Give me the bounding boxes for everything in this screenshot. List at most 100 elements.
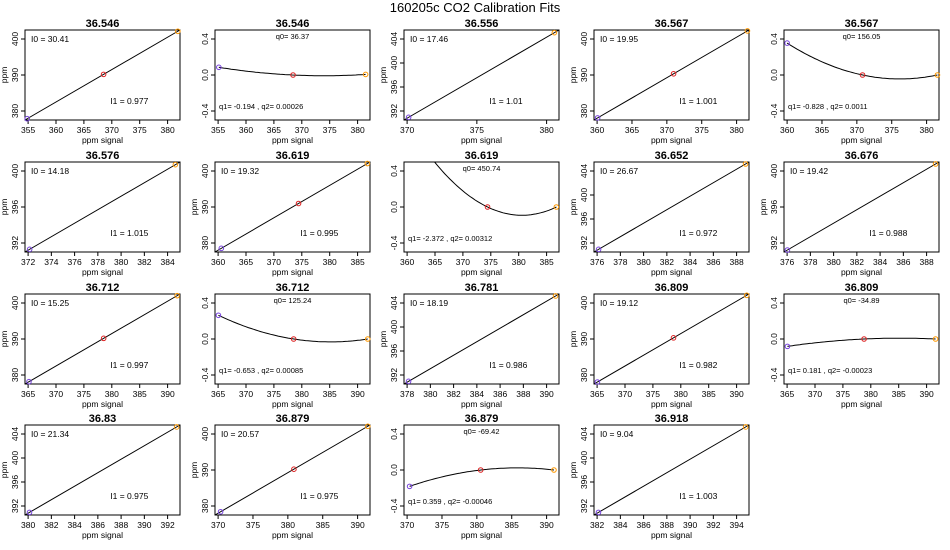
y-tick-label: 0.4: [200, 33, 210, 45]
calibration-panel: 36.809 365 370 375 380 385 390 -0.4 0.0 0.4 ppm si…: [769, 282, 940, 409]
residual-point: [362, 71, 369, 78]
x-tick-label: 385: [351, 257, 365, 267]
x-tick-label: 390: [920, 389, 934, 399]
x-tick-label: 365: [780, 389, 794, 399]
x-tick-label: 390: [161, 389, 175, 399]
plot-frame: [593, 161, 750, 253]
x-tick-label: 380: [470, 520, 484, 530]
residual-point: [484, 204, 491, 210]
y-tick-label: -0.4: [200, 367, 210, 382]
residual-curve: [409, 467, 555, 487]
x-tick-label: 380: [114, 257, 128, 267]
y-tick-label: 400: [200, 164, 210, 178]
x-axis-label: ppm signal: [272, 530, 313, 540]
fit-line: [593, 424, 750, 516]
fit-line: [214, 424, 371, 516]
x-tick-label: 378: [400, 389, 414, 399]
x-tick-label: 390: [683, 520, 697, 530]
q0-annotation: q0= 36.37: [276, 32, 310, 41]
y-tick-label: 0.0: [200, 69, 210, 81]
slope-annotation: I1 = 0.977: [110, 96, 148, 106]
x-tick-label: 375: [323, 125, 337, 135]
calibration-panel: 36.567 360 365 370 375 380 -0.4 0.0 0.4 ppm signa…: [769, 18, 941, 145]
fit-line: [24, 424, 181, 516]
slope-annotation: I1 = 0.988: [869, 228, 907, 238]
x-tick-label: 360: [49, 125, 63, 135]
standard-point: [26, 509, 33, 516]
y-tick-label: 392: [389, 104, 399, 118]
standard-point: [173, 424, 180, 430]
x-tick-label: 375: [646, 389, 660, 399]
y-axis-label: ppm: [189, 199, 199, 216]
y-tick-label: 404: [10, 427, 20, 441]
q-coefficients-annotation: q1= 0.181 , q2= -0.00023: [788, 366, 872, 375]
calibration-panel: 36.619 360 365 370 375 380 385 -0.4 0.0 0.4 ppm si…: [389, 150, 560, 277]
slope-annotation: I1 = 1.003: [679, 491, 717, 501]
y-tick-label: 0.0: [389, 464, 399, 476]
panel-title: 36.546: [276, 18, 310, 30]
x-tick-label: 375: [885, 125, 899, 135]
x-tick-label: 388: [516, 389, 530, 399]
x-tick-label: 375: [295, 257, 309, 267]
x-axis-label: ppm signal: [841, 135, 882, 145]
fit-line: [783, 161, 940, 253]
standard-point: [26, 378, 32, 385]
y-tick-label: 392: [579, 236, 589, 250]
standard-point: [744, 28, 751, 34]
fit-line: [24, 29, 181, 121]
y-axis-label: ppm: [378, 331, 388, 348]
x-tick-label: 365: [428, 257, 442, 267]
x-tick-label: 365: [21, 389, 35, 399]
fit-line: [24, 293, 181, 385]
x-tick-label: 375: [695, 125, 709, 135]
calibration-panel: 36.546 355 360 365 370 375 380 380 390 400 ppm sig…: [0, 18, 181, 145]
y-tick-label: 392: [769, 236, 779, 250]
x-tick-label: 376: [68, 257, 82, 267]
x-tick-label: 370: [808, 389, 822, 399]
x-axis-label: ppm signal: [841, 267, 882, 277]
panel-title: 36.712: [86, 282, 120, 294]
residual-point: [551, 467, 557, 473]
x-tick-label: 360: [239, 125, 253, 135]
x-tick-label: 365: [267, 125, 281, 135]
calibration-panel: 36.712 365 370 375 380 385 390 -0.4 0.0 0.4 ppm si…: [200, 282, 371, 409]
panel-title: 36.567: [655, 18, 689, 30]
x-tick-label: 394: [730, 520, 744, 530]
calibration-panel: 36.879 370 375 380 385 390 -0.4 0.0 0.4 ppm signa…: [389, 413, 560, 540]
x-tick-label: 370: [49, 389, 63, 399]
intercept-annotation: I0 = 19.95: [600, 34, 638, 44]
residual-point: [216, 64, 222, 71]
x-tick-label: 370: [211, 520, 225, 530]
x-tick-label: 370: [400, 125, 414, 135]
y-tick-label: 400: [10, 164, 20, 178]
panel-title: 36.576: [86, 150, 120, 162]
y-tick-label: 400: [579, 296, 589, 310]
x-tick-label: 375: [435, 520, 449, 530]
standard-point: [670, 70, 677, 77]
x-tick-label: 370: [400, 520, 414, 530]
y-tick-label: -0.4: [389, 235, 399, 250]
calibration-panel: 36.781 378 380 382 384 386 388 390 392 396 400 404 p…: [378, 282, 560, 409]
plot-frame: [24, 424, 181, 516]
y-axis-label: ppm: [0, 67, 9, 84]
x-tick-label: 380: [161, 125, 175, 135]
x-tick-label: 386: [91, 520, 105, 530]
y-axis-label: ppm: [568, 67, 578, 84]
residual-point: [406, 483, 413, 490]
x-tick-label: 365: [77, 125, 91, 135]
x-tick-label: 380: [827, 257, 841, 267]
standard-point: [742, 424, 749, 430]
y-axis-label: ppm: [0, 331, 9, 348]
y-tick-label: 390: [579, 68, 589, 82]
standard-point: [670, 335, 677, 341]
y-tick-label: 400: [579, 188, 589, 202]
x-tick-label: 385: [323, 389, 337, 399]
x-tick-label: 384: [470, 389, 484, 399]
residual-point: [477, 467, 484, 473]
slope-annotation: I1 = 0.986: [489, 360, 527, 370]
x-tick-label: 355: [211, 125, 225, 135]
x-tick-label: 378: [613, 257, 627, 267]
calibration-panel: 36.809 365 370 375 380 385 390 380 390 400 ppm sig…: [568, 282, 750, 409]
x-axis-label: ppm signal: [461, 135, 502, 145]
calibration-panel: 36.576 372 374 376 378 380 382 384 392 396 400 ppm …: [0, 150, 181, 277]
